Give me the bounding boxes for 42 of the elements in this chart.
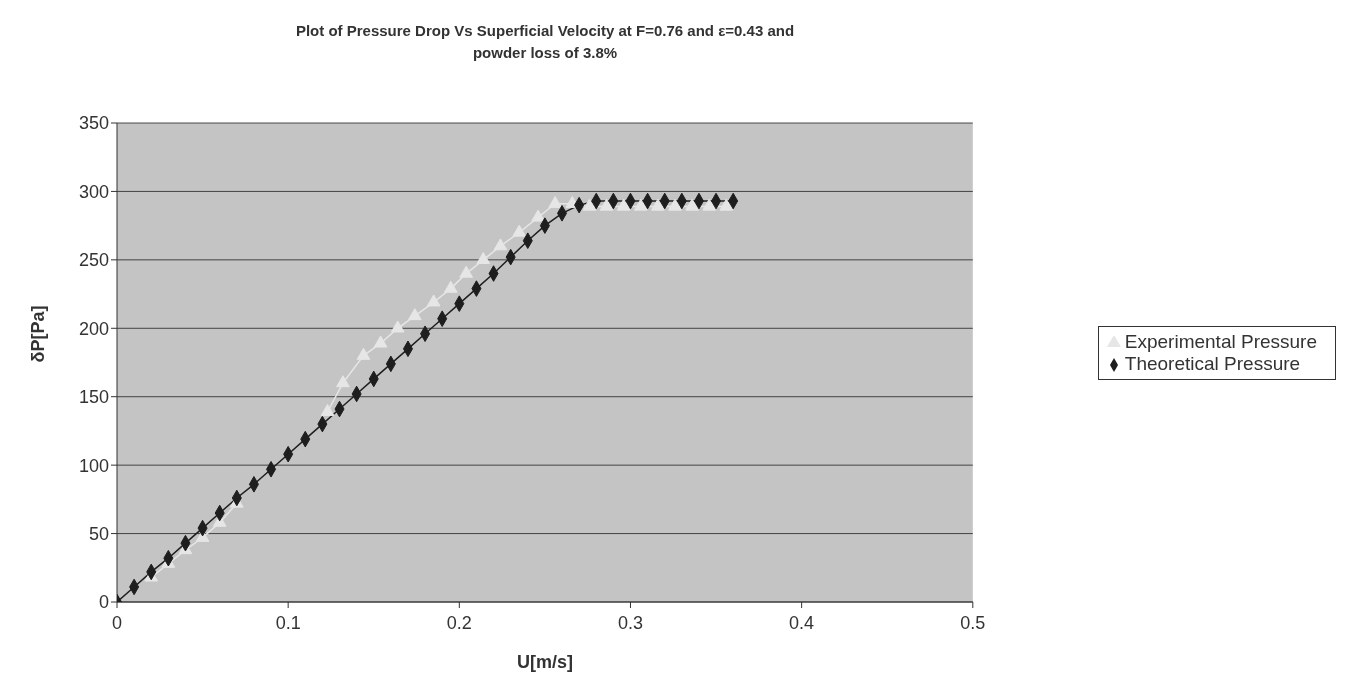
legend-label: Experimental Pressure [1124,331,1317,352]
y-tick-label: 100 [78,455,109,476]
point [443,280,458,293]
y-tick-label: 0 [98,592,109,613]
x-tick-label: 0.3 [617,612,643,633]
point [719,198,734,211]
y-axis-title: δP[Pa] [28,305,49,363]
point [373,335,388,348]
point [493,238,508,251]
y-tick-label: 150 [78,387,109,408]
y-tick-label: 350 [78,113,109,134]
point [320,403,335,416]
y-tick-label: 50 [88,523,109,544]
legend-label: Theoretical Pressure [1124,353,1301,374]
point [426,294,441,307]
y-tick-label: 300 [78,181,109,202]
x-axis-title: U[m/s] [516,652,573,672]
point [616,198,631,211]
point [476,252,491,265]
point [582,198,597,211]
point [336,375,350,388]
point [651,198,665,211]
point [531,209,545,222]
point [685,198,699,211]
point [633,198,648,211]
x-tick-label: 0.2 [446,612,472,633]
y-tick-label: 250 [78,250,109,271]
point [390,320,405,333]
chart-title: Plot of Pressure Drop Vs Superficial Velocity at F=0.76 and ε=0.43 and powder loss of 3.8% [294,21,796,63]
point [407,308,422,321]
point [548,195,563,208]
x-tick-label: 0.5 [960,612,986,633]
point [668,198,682,211]
point [356,347,371,360]
point [512,224,527,237]
y-tick-label: 200 [78,318,109,339]
x-tick-label: 0 [111,612,123,633]
point [599,198,614,211]
point [459,265,474,278]
x-tick-label: 0.4 [789,612,815,633]
point [702,198,717,211]
x-tick-label: 0.1 [275,612,301,633]
